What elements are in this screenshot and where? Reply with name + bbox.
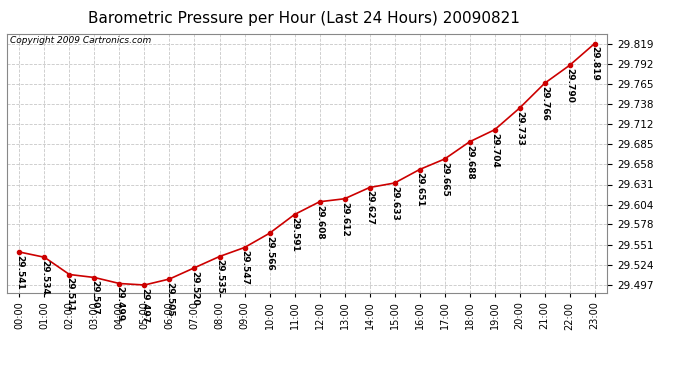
Text: Barometric Pressure per Hour (Last 24 Hours) 20090821: Barometric Pressure per Hour (Last 24 Ho… [88, 11, 520, 26]
Text: 29.591: 29.591 [290, 217, 299, 252]
Text: 29.505: 29.505 [165, 282, 174, 316]
Text: 29.627: 29.627 [365, 190, 374, 225]
Text: 29.511: 29.511 [65, 277, 74, 312]
Text: 29.541: 29.541 [15, 255, 24, 290]
Text: 29.733: 29.733 [515, 111, 524, 146]
Text: 29.651: 29.651 [415, 172, 424, 207]
Text: 29.520: 29.520 [190, 270, 199, 305]
Text: 29.688: 29.688 [465, 144, 474, 179]
Text: 29.612: 29.612 [340, 201, 349, 236]
Text: 29.608: 29.608 [315, 204, 324, 239]
Text: 29.704: 29.704 [490, 132, 499, 167]
Text: 29.766: 29.766 [540, 86, 549, 121]
Text: 29.547: 29.547 [240, 250, 249, 285]
Text: 29.535: 29.535 [215, 259, 224, 294]
Text: 29.507: 29.507 [90, 280, 99, 315]
Text: 29.566: 29.566 [265, 236, 274, 271]
Text: Copyright 2009 Cartronics.com: Copyright 2009 Cartronics.com [10, 36, 151, 45]
Text: 29.633: 29.633 [390, 186, 399, 220]
Text: 29.497: 29.497 [140, 288, 149, 323]
Text: 29.819: 29.819 [590, 46, 599, 81]
Text: 29.499: 29.499 [115, 286, 124, 321]
Text: 29.790: 29.790 [565, 68, 574, 103]
Text: 29.534: 29.534 [40, 260, 49, 295]
Text: 29.665: 29.665 [440, 162, 449, 196]
